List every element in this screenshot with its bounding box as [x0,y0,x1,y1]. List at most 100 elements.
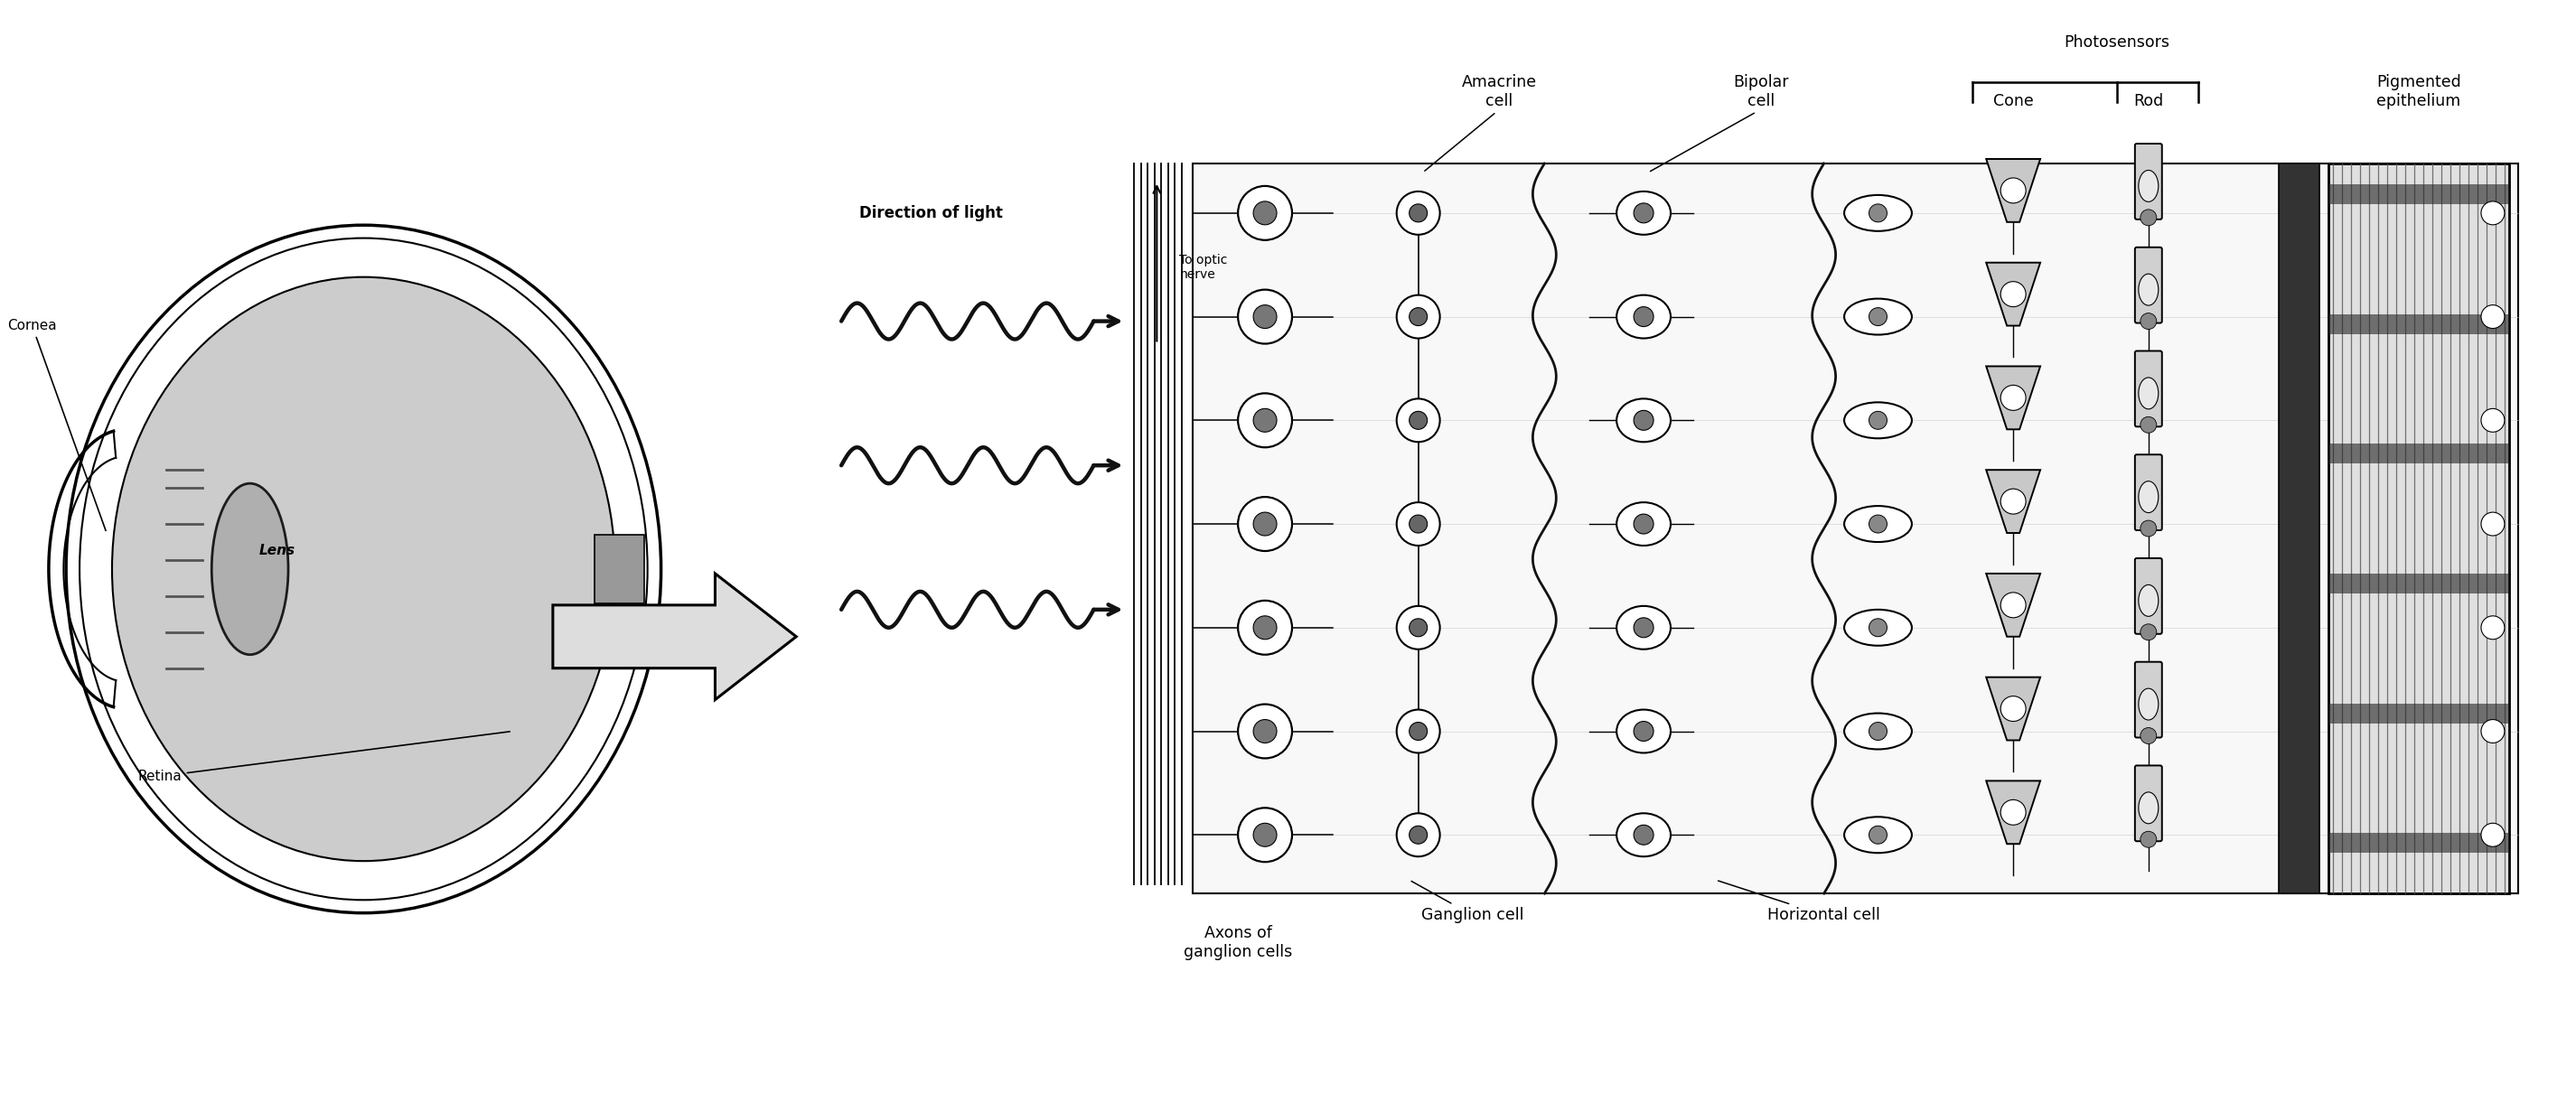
Bar [2329,185,2509,204]
Circle shape [1633,410,1654,431]
Text: Pigmented
epithelium: Pigmented epithelium [2378,74,2460,109]
Ellipse shape [1844,195,1911,231]
Text: Horizontal cell: Horizontal cell [1718,881,1880,924]
Ellipse shape [2138,171,2159,202]
Circle shape [1870,411,1888,430]
Circle shape [1633,721,1654,741]
Polygon shape [1986,574,2040,636]
Polygon shape [1986,158,2040,222]
FancyBboxPatch shape [2136,455,2161,530]
Text: Photosensors: Photosensors [2063,35,2169,50]
Ellipse shape [1844,506,1911,542]
Circle shape [2002,178,2025,203]
Ellipse shape [1618,191,1672,235]
Circle shape [1239,600,1293,655]
Polygon shape [1986,470,2040,533]
Circle shape [1633,203,1654,223]
Circle shape [1870,307,1888,326]
Circle shape [1396,503,1440,545]
FancyBboxPatch shape [2136,143,2161,220]
Ellipse shape [2138,585,2159,616]
Circle shape [1870,826,1888,844]
Text: Ganglion cell: Ganglion cell [1412,881,1522,924]
Ellipse shape [1844,610,1911,646]
Circle shape [1633,514,1654,533]
Circle shape [1239,393,1293,447]
Bar [2329,444,2509,463]
Circle shape [1396,709,1440,753]
Circle shape [2002,800,2025,825]
FancyBboxPatch shape [2136,559,2161,634]
Circle shape [1396,399,1440,442]
Ellipse shape [1844,402,1911,438]
Circle shape [1633,307,1654,327]
Circle shape [1409,619,1427,636]
FancyBboxPatch shape [2136,662,2161,738]
Circle shape [1239,808,1293,862]
Circle shape [1409,515,1427,533]
Circle shape [1870,619,1888,636]
Circle shape [1409,307,1427,326]
Ellipse shape [1618,503,1672,545]
Circle shape [1255,305,1278,328]
Circle shape [1633,825,1654,845]
Ellipse shape [1844,816,1911,853]
Circle shape [2481,719,2504,743]
Circle shape [1396,606,1440,649]
Bar [2329,833,2509,853]
Text: Direction of light: Direction of light [860,204,1002,221]
Circle shape [1255,823,1278,847]
Circle shape [2141,624,2156,640]
Ellipse shape [1844,298,1911,334]
Circle shape [1409,204,1427,222]
Polygon shape [1986,678,2040,740]
Circle shape [1409,826,1427,844]
Circle shape [1255,409,1278,432]
Polygon shape [554,574,796,700]
Circle shape [1396,191,1440,235]
Text: Axons of
ganglion cells: Axons of ganglion cells [1182,925,1293,960]
Circle shape [2141,832,2156,847]
FancyBboxPatch shape [2136,765,2161,842]
Text: Bipolar
cell: Bipolar cell [1651,74,1788,172]
Text: Cornea: Cornea [8,319,106,530]
Ellipse shape [2138,689,2159,720]
Circle shape [1255,513,1278,536]
Circle shape [1239,290,1293,343]
FancyBboxPatch shape [2136,351,2161,426]
Circle shape [1239,497,1293,551]
Text: Cone: Cone [1994,93,2032,109]
Bar [2329,703,2509,724]
Text: Lens: Lens [260,544,296,557]
Circle shape [1239,704,1293,759]
Circle shape [2002,489,2025,514]
Circle shape [2002,696,2025,721]
Circle shape [1870,722,1888,740]
Ellipse shape [2138,274,2159,305]
Ellipse shape [1844,714,1911,750]
Circle shape [2141,313,2156,329]
Circle shape [1396,813,1440,857]
Text: Amacrine
cell: Amacrine cell [1425,74,1538,171]
Circle shape [2141,520,2156,537]
Circle shape [2481,305,2504,328]
Bar [595,534,644,603]
Text: Rod: Rod [2133,93,2164,109]
Polygon shape [1986,262,2040,326]
Circle shape [2002,385,2025,410]
Circle shape [1239,186,1293,240]
Ellipse shape [111,277,616,861]
Circle shape [2002,282,2025,307]
Polygon shape [1986,780,2040,844]
Ellipse shape [1618,295,1672,339]
Circle shape [1409,722,1427,740]
Circle shape [1396,295,1440,339]
Circle shape [2481,823,2504,847]
Circle shape [2481,513,2504,536]
Bar [1193,164,2519,893]
Circle shape [1255,201,1278,225]
Circle shape [2141,416,2156,433]
Ellipse shape [2138,792,2159,824]
Bar [2329,574,2509,593]
Circle shape [2141,728,2156,744]
